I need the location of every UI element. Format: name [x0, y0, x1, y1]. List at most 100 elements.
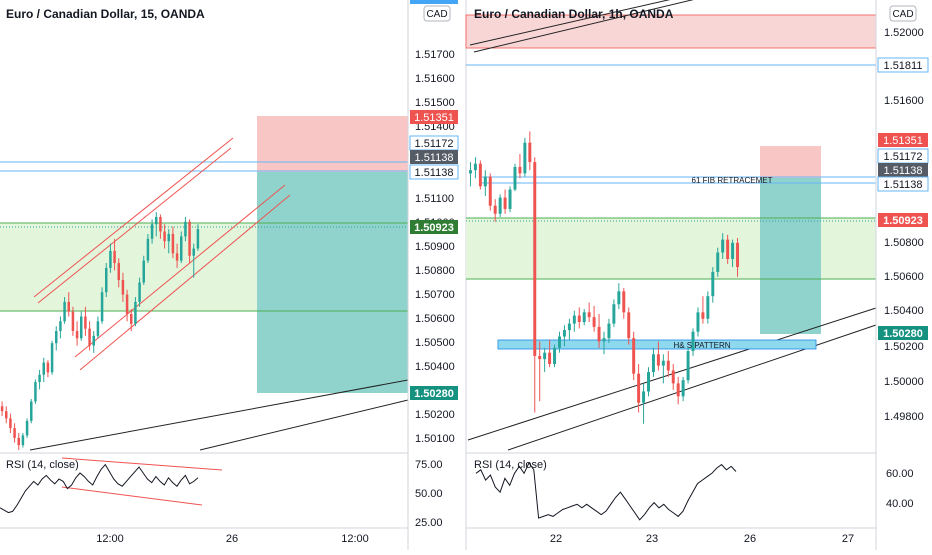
candle-body [676, 383, 680, 397]
candle-body [592, 317, 596, 327]
left-time-label: 26 [226, 533, 238, 545]
left-stop-loss-zone [257, 116, 408, 172]
candle [113, 238, 116, 271]
left-price-axis[interactable]: CAD 1.517001.516001.515001.514001.513001… [407, 0, 464, 550]
left-blue-lower-badge-text: 1.51138 [415, 167, 454, 179]
left-rsi-trendline-lower[interactable] [61, 486, 203, 506]
candle-body [192, 248, 195, 256]
right-rsi-label: RSI (14, close) [474, 459, 547, 471]
price-tick-label: 1.50200 [415, 409, 455, 421]
candle [105, 263, 108, 298]
candle-body [75, 331, 79, 339]
candle [562, 325, 566, 347]
candle-body [721, 239, 725, 253]
candle-body [142, 260, 145, 283]
candle-body [88, 328, 91, 346]
candle [175, 243, 179, 268]
right-channel-line-upper[interactable] [469, 0, 690, 46]
candle [88, 321, 91, 351]
hs-pattern-box[interactable] [497, 339, 817, 350]
price-tick-label: 1.51100 [415, 193, 454, 205]
candle [180, 231, 183, 264]
candle [681, 376, 685, 402]
price-tick-label: 1.50600 [415, 313, 455, 325]
candle [637, 364, 641, 413]
price-tick-label: 1.50900 [415, 241, 455, 253]
price-tick-label: 1.51700 [415, 49, 455, 61]
candle-body [597, 326, 601, 342]
left-currency-label: CAD [426, 9, 447, 20]
left-channel-lower-line-2[interactable] [74, 184, 286, 358]
candle [109, 243, 112, 273]
candle-body [617, 291, 621, 305]
price-tick-label: 1.50700 [415, 289, 455, 301]
left-blue-upper-badge-text: 1.51172 [415, 138, 454, 150]
candle [21, 433, 25, 448]
candle-body [134, 301, 137, 324]
candle [686, 347, 690, 384]
candle [71, 306, 75, 336]
left-target-badge [410, 386, 458, 400]
right-rsi-tick: 40.00 [886, 498, 914, 510]
candle-body [553, 347, 557, 364]
left-trendline-lower[interactable] [29, 379, 409, 451]
candle-body [731, 242, 735, 259]
left-channel-lower-line[interactable] [79, 194, 291, 371]
candle [9, 413, 12, 434]
candle [63, 297, 66, 324]
left-channel-upper-line-2[interactable] [37, 147, 232, 304]
candle [5, 406, 8, 424]
left-chart-title: Euro / Canadian Dollar, 15, OANDA [6, 7, 205, 21]
candle-body [125, 294, 129, 315]
candle-body [63, 301, 66, 322]
candle-body [523, 142, 527, 174]
candle-body [9, 418, 12, 429]
right-blue-lower-badge [877, 176, 929, 192]
candle [543, 347, 547, 373]
left-take-profit-zone [257, 172, 408, 393]
candle [548, 339, 552, 368]
candle [96, 316, 100, 339]
candle [736, 238, 740, 277]
candle [503, 189, 507, 214]
left-rsi-tick: 25.00 [415, 517, 443, 529]
candle-body [13, 428, 16, 438]
candle [468, 162, 472, 187]
right-rsi-line [475, 461, 737, 521]
left-candles [0, 212, 200, 450]
candle-body [558, 336, 561, 348]
candle-body [483, 176, 487, 187]
candle-body [562, 330, 566, 337]
candle-body [196, 229, 200, 249]
right-chart-panel[interactable]: H& S PATTERN 61 FIB RETRACEMET Euro / Ca… [465, 0, 932, 550]
left-rsi-trendline-upper[interactable] [61, 457, 223, 471]
right-channel-line-lower[interactable] [473, 0, 700, 53]
right-price-axis[interactable]: CAD 1.520001.516001.508001.506001.504001… [875, 0, 932, 550]
left-target-badge-text: 1.50280 [414, 388, 454, 400]
candle-body [163, 231, 166, 242]
candle-body [498, 197, 502, 214]
candle [582, 309, 586, 326]
candle-body [138, 282, 141, 302]
candle-body [50, 343, 54, 373]
left-rsi-tick: 75.00 [415, 459, 443, 471]
candle [666, 351, 670, 377]
left-chart-panel[interactable]: Euro / Canadian Dollar, 15, OANDA RSI (1… [0, 0, 464, 550]
candle [473, 157, 477, 179]
left-channel-upper-line[interactable] [33, 137, 234, 298]
candle [125, 289, 129, 322]
candle-body [716, 252, 720, 272]
candle-body [55, 331, 58, 344]
price-tick-label: 1.51600 [415, 73, 455, 85]
price-tick-label: 1.50100 [415, 433, 455, 445]
candle [518, 154, 522, 179]
candle [55, 326, 58, 351]
candle-body [706, 296, 710, 319]
right-time-label: 26 [744, 533, 756, 545]
left-trendline-outer[interactable] [199, 399, 409, 451]
candle [671, 364, 675, 390]
right-target-badge-text: 1.50280 [883, 328, 923, 340]
candle [572, 310, 576, 332]
candle-body [637, 373, 641, 403]
